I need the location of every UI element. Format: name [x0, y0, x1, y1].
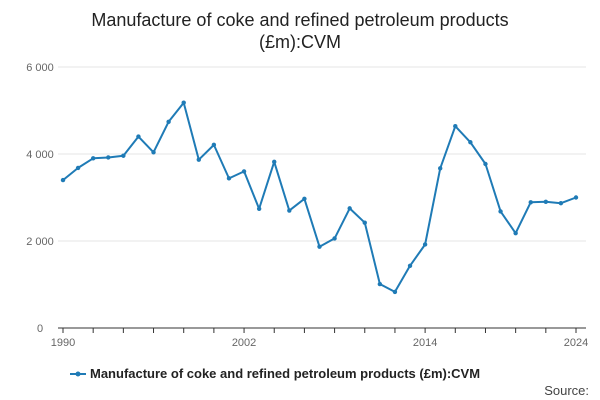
legend-dot-marker: [75, 371, 81, 377]
data-point: [347, 206, 352, 211]
chart-title-line-2: (£m):CVM: [259, 32, 341, 52]
data-point: [287, 208, 292, 213]
data-point: [407, 263, 413, 268]
data-point: [362, 220, 367, 225]
data-point: [453, 123, 458, 129]
data-point: [498, 209, 503, 214]
data-point: [573, 195, 579, 200]
data-point: [121, 153, 126, 158]
data-point: [196, 157, 201, 162]
data-point: [513, 230, 518, 236]
y-tick-label: 0: [37, 323, 43, 335]
data-point: [151, 150, 156, 155]
data-point: [302, 196, 307, 202]
data-point: [181, 100, 186, 105]
data-point: [241, 169, 247, 174]
data-point: [106, 155, 111, 160]
data-point: [136, 134, 141, 139]
data-point: [392, 289, 398, 295]
x-tick-label: 2014: [413, 337, 437, 349]
data-point: [226, 176, 232, 181]
chart-title-line-1: Manufacture of coke and refined petroleu…: [91, 10, 508, 30]
data-point: [60, 177, 66, 183]
series-line: [62, 101, 577, 293]
data-point: [377, 281, 383, 287]
x-tick-label: 2002: [232, 337, 256, 349]
data-point: [528, 200, 533, 205]
data-point: [272, 159, 277, 165]
y-tick-label: 2 000: [26, 236, 54, 248]
data-point: [211, 142, 217, 148]
legend-label: Manufacture of coke and refined petroleu…: [90, 366, 480, 381]
data-point: [75, 165, 81, 171]
x-axis: 1990 2002 2014 2024: [51, 327, 588, 349]
data-point: [332, 236, 337, 241]
y-tick-label: 4 000: [26, 149, 54, 161]
data-point: [483, 161, 488, 167]
x-tick-label: 2024: [564, 337, 588, 349]
y-axis: 0 2 000 4 000 6 000: [26, 62, 54, 335]
data-point: [543, 199, 549, 205]
data-point: [256, 206, 262, 212]
data-point: [317, 244, 322, 249]
x-tick-label: 1990: [51, 337, 75, 349]
gridlines: [58, 66, 586, 242]
data-point: [166, 119, 171, 125]
legend: Manufacture of coke and refined petroleu…: [70, 366, 480, 381]
data-point: [558, 200, 564, 206]
data-point: [422, 242, 428, 247]
data-point: [90, 156, 96, 161]
series-layer: [60, 100, 579, 295]
source-label: Source:: [544, 383, 589, 398]
data-point: [438, 166, 443, 171]
y-tick-label: 6 000: [26, 62, 54, 74]
data-point: [468, 140, 473, 145]
